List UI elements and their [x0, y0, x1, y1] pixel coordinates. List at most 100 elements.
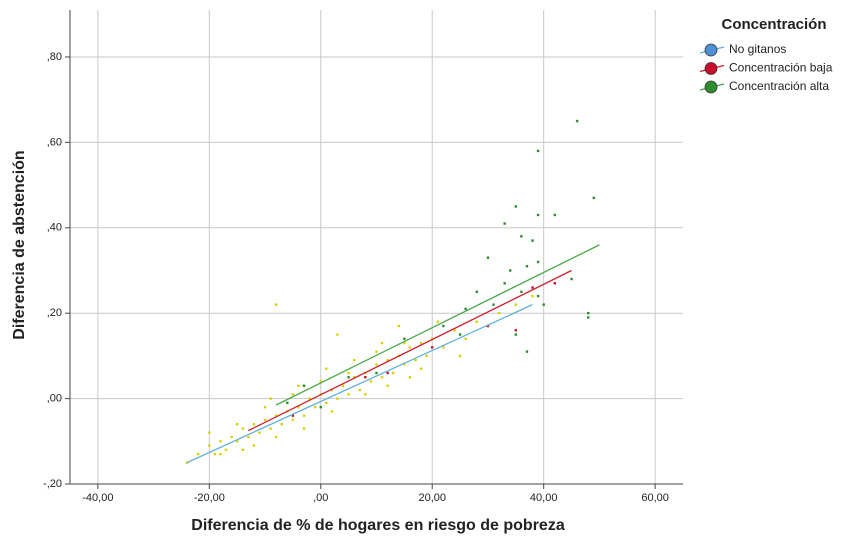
scatter-point	[403, 341, 406, 345]
scatter-point	[336, 333, 339, 336]
scatter-point	[291, 414, 295, 417]
scatter-point	[403, 363, 406, 366]
scatter-point	[308, 397, 311, 400]
scatter-point	[364, 393, 367, 396]
scatter-point	[336, 397, 339, 400]
scatter-point	[347, 371, 350, 375]
legend-marker	[704, 80, 718, 94]
scatter-point	[263, 405, 267, 409]
scatter-point	[347, 376, 350, 379]
scatter-point	[325, 367, 328, 370]
scatter-point	[525, 265, 529, 268]
scatter-point	[536, 149, 540, 153]
x-tick-label: -20,00	[194, 492, 225, 504]
legend-label: No gitanos	[729, 42, 786, 56]
scatter-point	[553, 282, 557, 285]
scatter-point	[536, 213, 540, 217]
scatter-point	[274, 303, 278, 306]
x-tick-label: 60,00	[641, 492, 669, 504]
scatter-point	[464, 307, 467, 311]
scatter-point	[509, 269, 512, 272]
scatter-point	[464, 337, 467, 341]
scatter-point	[458, 354, 462, 358]
scatter-point	[208, 444, 211, 447]
scatter-point	[408, 376, 412, 379]
scatter-point	[330, 410, 334, 413]
scatter-point	[419, 341, 423, 345]
scatter-point	[353, 376, 356, 379]
scatter-point	[219, 440, 222, 443]
scatter-point	[330, 388, 334, 392]
scatter-point	[575, 119, 579, 123]
scatter-point	[196, 452, 200, 456]
scatter-point	[380, 376, 384, 379]
scatter-point	[553, 213, 557, 217]
scatter-point	[375, 371, 378, 375]
scatter-point	[274, 414, 278, 417]
legend-marker	[704, 43, 718, 57]
scatter-point	[536, 294, 540, 298]
y-tick-label: ,80	[47, 51, 62, 63]
scatter-point	[408, 346, 412, 349]
y-tick-label: -,20	[43, 478, 62, 490]
y-tick-label: ,00	[47, 393, 62, 405]
scatter-point	[442, 346, 445, 349]
scatter-point	[475, 290, 479, 294]
x-tick-label: -40,00	[82, 492, 113, 504]
scatter-point	[525, 350, 529, 353]
scatter-point	[341, 384, 345, 387]
scatter-point	[213, 452, 217, 456]
scatter-point	[224, 448, 228, 452]
x-tick-label: 40,00	[530, 492, 558, 504]
scatter-point	[431, 346, 434, 349]
legend-marker	[704, 62, 718, 75]
scatter-point	[263, 418, 267, 422]
scatter-point	[258, 431, 261, 434]
scatter-point	[570, 277, 573, 281]
scatter-point	[358, 388, 361, 392]
scatter-point	[514, 329, 518, 332]
scatter-point	[302, 384, 306, 387]
scatter-point	[252, 444, 256, 447]
scatter-point	[302, 414, 306, 417]
scatter-point	[386, 371, 389, 375]
scatter-point	[531, 294, 534, 298]
scatter-point	[274, 435, 278, 439]
scatter-point	[397, 324, 400, 328]
x-tick-label: ,00	[313, 492, 328, 504]
scatter-point	[319, 380, 322, 383]
scatter-point	[286, 401, 289, 405]
scatter-point	[392, 371, 395, 375]
scatter-point	[325, 401, 328, 405]
scatter-point	[442, 324, 445, 328]
scatter-point	[386, 358, 389, 362]
scatter-point	[587, 311, 590, 315]
scatter-point	[520, 235, 523, 238]
fit-line	[275, 244, 600, 406]
scatter-point	[514, 205, 518, 208]
scatter-point	[386, 384, 389, 387]
y-axis-label: Diferencia de abstención	[11, 150, 28, 339]
scatter-point	[414, 358, 417, 362]
legend-label: Concentración baja	[729, 61, 833, 75]
scatter-point	[319, 405, 322, 409]
scatter-point	[369, 380, 373, 383]
scatter-point	[235, 423, 239, 426]
scatter-point	[353, 358, 356, 362]
legend-title: Concentración	[721, 16, 826, 33]
scatter-point	[536, 260, 540, 264]
scatter-point	[486, 256, 490, 259]
scatter-point	[291, 393, 295, 396]
y-tick-label: ,40	[47, 222, 62, 234]
scatter-point	[219, 452, 222, 456]
scatter-point	[375, 350, 378, 353]
scatter-point	[302, 427, 306, 430]
scatter-point	[241, 427, 244, 430]
scatter-point	[230, 435, 233, 439]
scatter-point	[531, 286, 534, 289]
scatter-point	[514, 303, 518, 306]
fit-line	[248, 269, 572, 432]
scatter-point	[297, 405, 300, 409]
